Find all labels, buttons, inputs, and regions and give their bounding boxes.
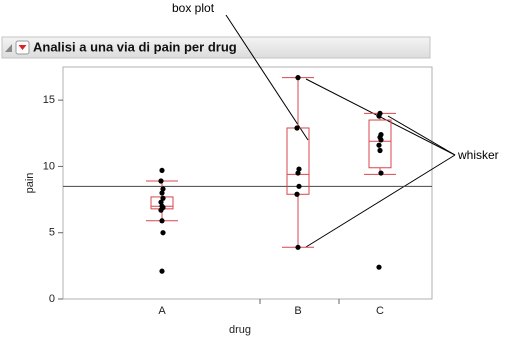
y-tick-label: 5	[49, 227, 55, 239]
pointer	[387, 115, 456, 156]
collapse-icon[interactable]	[5, 44, 12, 52]
data-point	[160, 230, 166, 236]
data-point	[376, 142, 382, 148]
chart-title: Analisi a una via di pain per drug	[33, 39, 237, 54]
data-point	[159, 218, 165, 224]
data-point	[160, 186, 166, 192]
annotation: whisker	[457, 148, 499, 162]
x-tick-label: B	[294, 305, 301, 317]
data-point	[294, 191, 300, 197]
data-point	[159, 167, 165, 174]
data-point	[159, 268, 165, 274]
data-point	[378, 137, 384, 143]
data-point	[376, 264, 382, 270]
data-point	[377, 147, 383, 154]
data-point	[296, 183, 302, 189]
plot-frame	[62, 66, 433, 300]
x-tick-label: C	[376, 305, 384, 317]
data-point	[158, 207, 164, 213]
annotation: box plot	[172, 1, 215, 15]
y-tick-label: 10	[43, 160, 55, 172]
pointer	[305, 154, 456, 248]
y-axis-label: pain	[24, 173, 36, 194]
data-point	[295, 170, 301, 176]
data-point	[294, 125, 300, 131]
x-tick-label: A	[158, 305, 166, 317]
y-tick-label: 0	[49, 293, 55, 305]
x-axis-label: drug	[229, 324, 251, 336]
y-tick-label: 15	[43, 94, 55, 106]
data-point	[295, 75, 301, 81]
data-point	[376, 113, 382, 119]
data-point	[160, 195, 166, 201]
data-point	[296, 166, 302, 172]
data-point	[159, 190, 165, 196]
box	[368, 119, 392, 169]
data-point	[378, 170, 384, 176]
pointer	[225, 14, 309, 141]
menu-arrow	[18, 45, 27, 50]
data-point	[158, 199, 164, 205]
data-point	[295, 244, 301, 250]
header-bar	[1, 36, 431, 59]
data-point	[158, 178, 164, 184]
